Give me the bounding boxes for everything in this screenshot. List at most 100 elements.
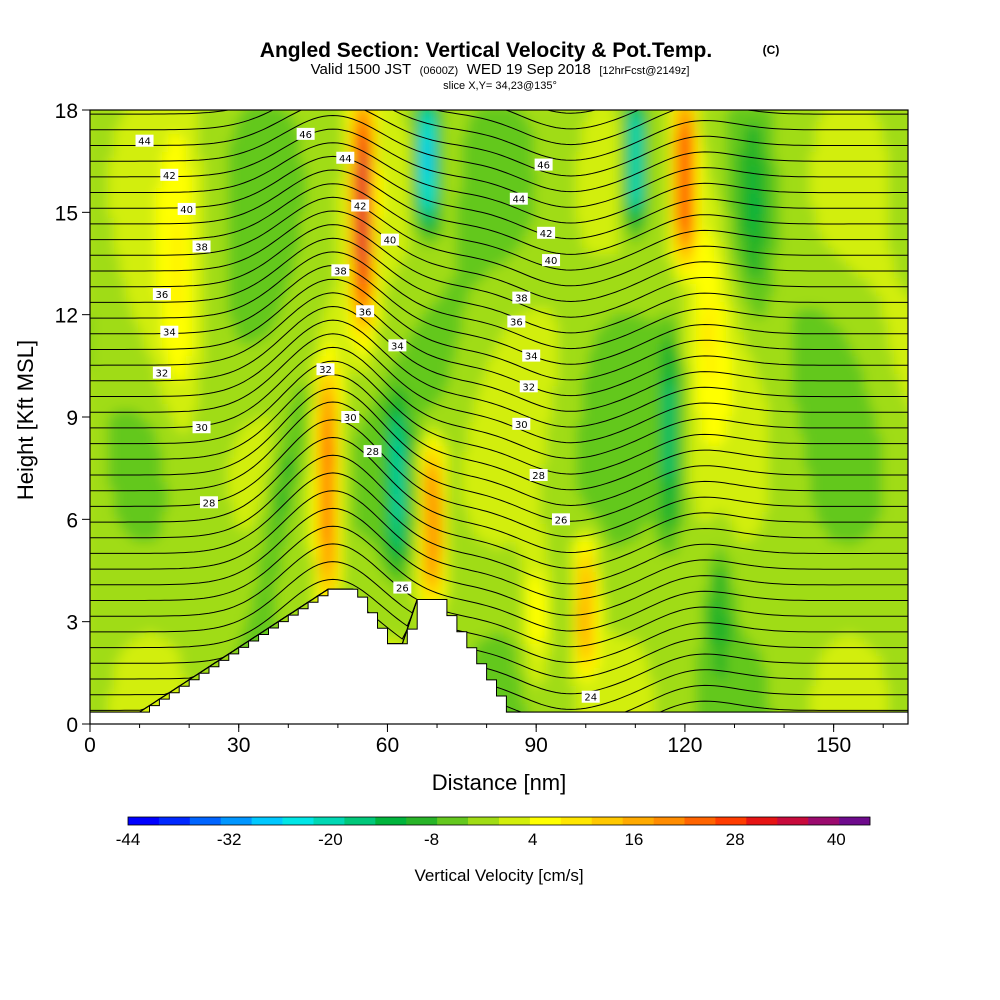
x-tick-label: 0 — [84, 734, 96, 757]
contour-label-text: 28 — [366, 447, 379, 458]
contour-label-text: 34 — [525, 352, 538, 363]
contour-label-31: 24 — [581, 690, 600, 704]
contour-label-9: 46 — [296, 127, 315, 141]
contour-label-text: 44 — [512, 195, 525, 206]
theta-contour-line — [90, 454, 908, 569]
contour-label-23: 40 — [542, 254, 561, 267]
colorbar-swatch — [282, 817, 314, 825]
colorbar-tick-label: -44 — [116, 830, 141, 849]
contour-label-text: 24 — [584, 693, 597, 704]
theta-contour-line — [90, 561, 908, 663]
contour-label-text: 34 — [391, 341, 404, 352]
colorbar-swatch — [313, 817, 345, 825]
theta-contour-line — [90, 114, 908, 193]
contour-label-29: 28 — [529, 468, 548, 482]
y-tick-label: 3 — [66, 612, 78, 635]
theta-contour-line — [90, 333, 908, 444]
contour-label-text: 30 — [195, 423, 208, 434]
colorbar-tick-label: -32 — [217, 830, 242, 849]
contour-label-text: 32 — [319, 365, 332, 376]
contour-label-21: 44 — [509, 192, 528, 206]
theta-contour-line — [90, 401, 908, 522]
contour-label-15: 34 — [388, 339, 407, 352]
x-axis-label: Distance [nm] — [432, 770, 567, 795]
contour-label-text: 42 — [540, 229, 553, 240]
contour-label-25: 36 — [507, 315, 526, 328]
theta-contour-line — [90, 264, 908, 365]
colorbar-swatch — [684, 817, 716, 825]
contour-label-text: 30 — [344, 413, 357, 424]
contour-label-text: 44 — [138, 137, 151, 148]
contour-label-text: 38 — [334, 266, 347, 277]
theta-contour-line — [90, 578, 908, 679]
contour-label-text: 42 — [163, 171, 176, 182]
theta-contour-line — [90, 472, 908, 585]
colorbar-swatch — [158, 817, 191, 825]
contour-label-12: 40 — [380, 233, 399, 247]
contour-label-10: 44 — [336, 151, 355, 165]
colorbar-tick-label: 16 — [624, 830, 643, 849]
contour-label-text: 38 — [515, 294, 528, 305]
theta-contour-line — [90, 319, 908, 428]
contour-label-24: 38 — [512, 291, 531, 305]
colorbar-swatch — [591, 817, 623, 825]
contour-label-26: 34 — [522, 349, 541, 363]
contour-label-1: 42 — [160, 168, 179, 182]
theta-contour-line — [90, 237, 908, 334]
contour-label-20: 46 — [534, 158, 553, 172]
contour-label-13: 38 — [331, 264, 350, 277]
theta-contour-line — [90, 387, 908, 507]
theta-contour-line — [90, 142, 908, 224]
theta-contour-line — [90, 210, 908, 303]
theta-contour-line — [90, 543, 908, 648]
contour-label-text: 34 — [163, 328, 176, 339]
x-tick-label: 30 — [227, 734, 250, 757]
y-tick-label: 12 — [55, 305, 78, 328]
y-axis: 0 3 6 9 12 15 18 — [55, 100, 90, 737]
contour-label-text: 36 — [156, 290, 169, 301]
colorbar-frame — [127, 816, 871, 826]
contour-label-0: 44 — [135, 134, 154, 148]
subtitle-valid: Valid 1500 JST — [311, 61, 412, 78]
y-axis-label: Height [Kft MSL] — [13, 340, 38, 500]
x-tick-label: 120 — [667, 734, 702, 757]
contour-label-text: 38 — [195, 242, 208, 253]
theta-contour-line — [90, 110, 908, 161]
theta-contour-line — [90, 419, 908, 538]
theta-contour-line — [90, 346, 908, 459]
theta-contour-line — [90, 490, 908, 601]
theta-contour-line — [90, 251, 908, 350]
y-tick-label: 9 — [66, 407, 78, 430]
subtitle-forecast: [12hrFcst@2149z] — [599, 65, 689, 77]
contour-label-text: 36 — [359, 307, 372, 318]
contour-label-30: 26 — [551, 513, 570, 526]
contour-label-16: 32 — [316, 363, 335, 376]
subtitle-zulu: (0600Z) — [420, 65, 459, 77]
velocity-field — [90, 110, 908, 724]
colorbar-swatch — [715, 817, 747, 825]
colorbar-swatch — [344, 817, 376, 825]
colorbar-swatch — [653, 817, 685, 825]
contour-label-text: 26 — [396, 584, 409, 595]
theta-contour-line — [90, 525, 908, 632]
x-tick-label: 60 — [376, 734, 399, 757]
colorbar-swatch — [128, 817, 160, 825]
plot-area: 44 42 40 38 36 34 32 30 28 46 44 42 40 38 36 34 32 30 28 26… — [90, 110, 908, 724]
colorbar-tick-label: 40 — [827, 830, 846, 849]
colorbar-swatch — [437, 817, 469, 825]
y-tick-label: 15 — [55, 202, 78, 225]
theta-contour-line — [90, 196, 908, 287]
contour-label-27: 32 — [519, 380, 538, 393]
colorbar: -44 -32 -20 -8 4 16 28 40 — [116, 816, 871, 849]
colorbar-swatch — [406, 817, 438, 825]
contour-label-6: 32 — [152, 366, 171, 380]
theta-contour-line — [90, 360, 908, 475]
contour-label-8: 28 — [199, 496, 218, 509]
contour-label-text: 46 — [299, 130, 312, 141]
colorbar-swatch — [220, 817, 252, 825]
contour-label-text: 40 — [545, 256, 558, 267]
theta-contour-line — [90, 169, 908, 255]
contour-label-text: 30 — [515, 420, 528, 431]
contour-labels: 44 42 40 38 36 34 32 30 28 46 44 42 40 38 36 34 32 30 28 26… — [135, 127, 600, 704]
colorbar-swatch — [251, 817, 283, 825]
